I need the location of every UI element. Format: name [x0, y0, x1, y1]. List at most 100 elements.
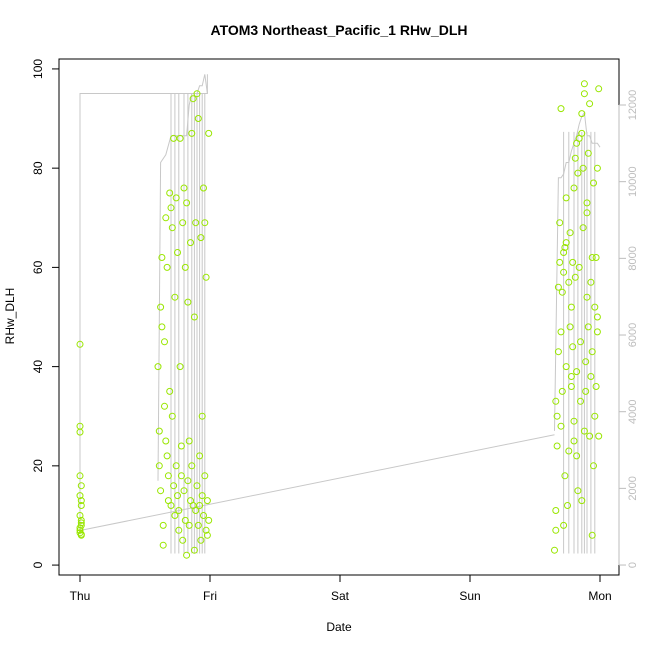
data-point — [593, 164, 601, 172]
data-point — [162, 214, 170, 222]
data-point — [76, 472, 84, 480]
data-point — [154, 363, 162, 371]
data-point — [574, 169, 582, 177]
data-point — [190, 313, 198, 321]
data-point — [189, 95, 197, 103]
y2-tick-label: 10000 — [627, 166, 639, 197]
data-point — [174, 492, 181, 500]
data-point — [187, 239, 194, 247]
data-point — [180, 487, 188, 495]
data-point — [562, 363, 570, 371]
y-tick-label: 80 — [31, 161, 45, 175]
data-point — [163, 263, 171, 271]
data-point — [77, 519, 85, 527]
x-axis: Thu Fri Sat Sun Mon — [70, 574, 612, 603]
x-tick-label: Mon — [588, 589, 611, 603]
data-point — [179, 219, 187, 227]
data-point — [553, 442, 561, 450]
data-point — [159, 521, 167, 529]
data-point — [586, 100, 594, 108]
data-point — [567, 383, 575, 390]
data-point — [561, 244, 569, 251]
data-point — [588, 348, 596, 356]
data-point — [591, 412, 599, 420]
data-point — [583, 209, 591, 217]
data-point — [554, 283, 562, 291]
data-point — [592, 254, 600, 261]
data-point — [158, 254, 166, 261]
data-point — [194, 521, 202, 529]
data-point — [588, 254, 596, 261]
data-point — [167, 502, 175, 509]
y-tick-label: 60 — [31, 260, 45, 274]
data-point — [181, 516, 189, 524]
data-point — [163, 452, 171, 460]
data-point — [162, 437, 170, 445]
data-point — [588, 531, 596, 539]
data-point — [161, 338, 168, 346]
y-tick-label: 20 — [31, 459, 45, 473]
y-tick-label: 0 — [31, 561, 45, 568]
data-point — [198, 492, 206, 500]
data-point — [569, 258, 577, 266]
data-point — [175, 507, 183, 514]
data-point — [155, 462, 163, 470]
data-point — [582, 387, 590, 395]
data-point — [180, 184, 188, 192]
data-point — [558, 288, 566, 296]
plot-frame — [58, 58, 620, 576]
altitude-line — [79, 74, 208, 535]
data-point — [575, 263, 583, 271]
rh-points-series — [76, 80, 603, 559]
data-point — [570, 184, 578, 192]
data-point — [192, 219, 200, 227]
data-point — [168, 224, 176, 232]
data-point — [579, 164, 587, 172]
data-point — [181, 263, 189, 271]
data-point — [159, 541, 167, 549]
data-point — [567, 373, 575, 380]
data-point — [592, 383, 600, 390]
data-point — [205, 516, 213, 524]
data-point — [172, 462, 180, 470]
data-point — [573, 368, 581, 376]
data-point — [190, 546, 198, 554]
data-point — [578, 110, 586, 118]
data-point — [188, 129, 196, 137]
data-point — [587, 373, 595, 380]
data-point — [584, 149, 592, 157]
data-point — [557, 328, 565, 336]
data-point — [558, 387, 566, 395]
data-point — [200, 184, 207, 192]
data-point — [172, 194, 180, 202]
data-point — [565, 278, 573, 286]
data-point — [551, 546, 558, 554]
y2-tick-label: 6000 — [627, 323, 639, 347]
data-point — [193, 90, 201, 98]
data-point — [179, 536, 187, 544]
data-point — [560, 521, 568, 529]
data-point — [579, 224, 587, 232]
data-point — [578, 497, 586, 505]
data-point — [166, 387, 174, 395]
data-point — [570, 417, 578, 425]
data-point — [203, 531, 211, 539]
data-point — [583, 293, 591, 301]
data-point — [77, 502, 85, 509]
data-point — [552, 526, 560, 534]
data-point — [577, 338, 584, 346]
data-point — [184, 477, 192, 485]
data-point — [177, 472, 185, 480]
data-point — [564, 502, 571, 509]
data-point — [166, 189, 174, 197]
altitude-line — [79, 434, 555, 531]
data-point — [76, 492, 84, 500]
data-point — [561, 472, 569, 480]
y2-tick-label: 12000 — [627, 90, 639, 121]
data-point — [176, 363, 184, 371]
data-point — [573, 452, 581, 460]
data-point — [562, 194, 570, 202]
data-point — [174, 249, 181, 256]
data-point — [197, 234, 205, 242]
